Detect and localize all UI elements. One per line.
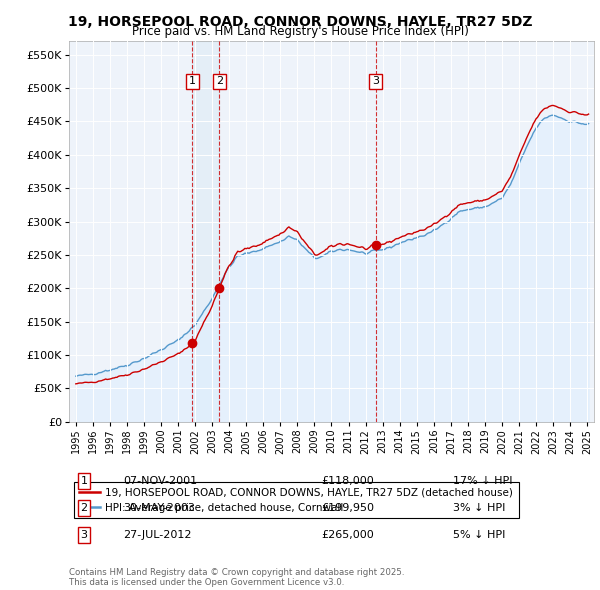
Text: Contains HM Land Registry data © Crown copyright and database right 2025.
This d: Contains HM Land Registry data © Crown c… bbox=[69, 568, 404, 587]
Text: 1: 1 bbox=[189, 76, 196, 86]
Text: £265,000: £265,000 bbox=[321, 530, 374, 540]
Text: £199,950: £199,950 bbox=[321, 503, 374, 513]
Text: 1: 1 bbox=[80, 476, 88, 486]
Text: 5% ↓ HPI: 5% ↓ HPI bbox=[453, 530, 505, 540]
Bar bbox=[192, 41, 219, 422]
Legend: 19, HORSEPOOL ROAD, CONNOR DOWNS, HAYLE, TR27 5DZ (detached house), HPI: Average: 19, HORSEPOOL ROAD, CONNOR DOWNS, HAYLE,… bbox=[74, 482, 518, 518]
Text: 3% ↓ HPI: 3% ↓ HPI bbox=[453, 503, 505, 513]
Text: £118,000: £118,000 bbox=[321, 476, 374, 486]
Text: Price paid vs. HM Land Registry's House Price Index (HPI): Price paid vs. HM Land Registry's House … bbox=[131, 25, 469, 38]
Text: 07-NOV-2001: 07-NOV-2001 bbox=[123, 476, 197, 486]
Text: 30-MAY-2003: 30-MAY-2003 bbox=[123, 503, 195, 513]
Text: 27-JUL-2012: 27-JUL-2012 bbox=[123, 530, 191, 540]
Text: 17% ↓ HPI: 17% ↓ HPI bbox=[453, 476, 512, 486]
Text: 2: 2 bbox=[80, 503, 88, 513]
Text: 3: 3 bbox=[80, 530, 88, 540]
Text: 3: 3 bbox=[372, 76, 379, 86]
Text: 2: 2 bbox=[216, 76, 223, 86]
Text: 19, HORSEPOOL ROAD, CONNOR DOWNS, HAYLE, TR27 5DZ: 19, HORSEPOOL ROAD, CONNOR DOWNS, HAYLE,… bbox=[68, 15, 532, 29]
